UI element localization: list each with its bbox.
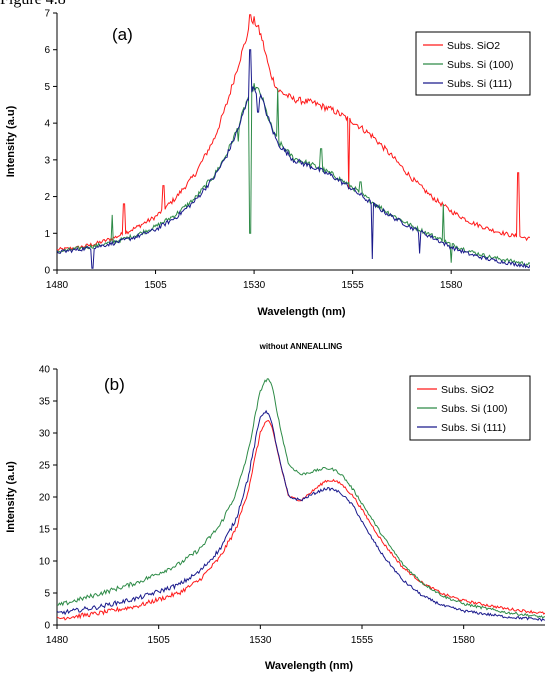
y-tick-label: 5: [44, 82, 50, 93]
chart-panel-b: without ANNEALLING 0 5 10 15 20 25 30 35 40 1480 15…: [5, 342, 545, 672]
x-axis-label: Wavelength (nm): [257, 306, 346, 318]
y-tick-label: 40: [39, 365, 51, 376]
x-tick-label: 1530: [243, 280, 266, 291]
x-axis-label: Wavelength (nm): [265, 660, 354, 672]
panel-label: (b): [104, 375, 125, 394]
legend: Subs. SiO2 Subs. Si (100) Subs. Si (111): [415, 31, 531, 96]
x-tick-label: 1480: [46, 280, 69, 291]
y-tick-label: 5: [44, 589, 50, 600]
x-tick-label: 1555: [342, 280, 365, 291]
x-tick-label: 1505: [144, 280, 167, 291]
chart-panel-a: 0 1 2 3 4 5 6 7 1480 1505 1530 1555 1580 Wavelength (…: [5, 9, 531, 318]
x-tick-label: 1555: [351, 635, 374, 646]
y-tick-label: 25: [39, 461, 51, 472]
y-tick-label: 30: [39, 429, 51, 440]
y-tick-label: 35: [39, 397, 51, 408]
legend-entry: Subs. Si (111): [441, 422, 506, 434]
y-tick-label: 4: [44, 119, 50, 130]
x-tick-label: 1480: [46, 635, 69, 646]
x-tick-label: 1505: [148, 635, 171, 646]
panel-label: (a): [112, 25, 133, 44]
legend-box: [415, 31, 531, 96]
y-tick-label: 0: [44, 621, 50, 632]
series-line-1: [57, 14, 530, 252]
x-tick-label: 1580: [453, 635, 476, 646]
y-tick-label: 0: [44, 266, 50, 277]
y-tick-label: 7: [44, 9, 50, 20]
chart-title: without ANNEALLING: [259, 342, 343, 351]
legend: Subs. SiO2 Subs. Si (100) Subs. Si (111): [409, 375, 531, 441]
series-line-1: [57, 420, 545, 621]
series-line-3: [57, 49, 530, 269]
legend-entry: Subs. Si (111): [447, 78, 512, 90]
x-tick-label: 1580: [440, 280, 463, 291]
legend-entry: Subs. Si (100): [441, 403, 508, 415]
y-tick-label: 15: [39, 525, 51, 536]
series-line-2: [57, 378, 545, 619]
figure-caption: Figure 4.8: [0, 0, 66, 9]
series-line-3: [57, 409, 545, 622]
y-tick-label: 1: [44, 229, 50, 240]
y-tick-label: 10: [39, 557, 51, 568]
y-tick-label: 3: [44, 155, 50, 166]
legend-entry: Subs. SiO2: [447, 40, 500, 52]
y-tick-label: 2: [44, 192, 50, 203]
y-tick-label: 6: [44, 45, 50, 56]
legend-entry: Subs. SiO2: [441, 384, 494, 396]
x-tick-label: 1530: [249, 635, 272, 646]
y-tick-label: 20: [39, 493, 51, 504]
legend-entry: Subs. Si (100): [447, 59, 514, 71]
y-axis-label: Intensity (a.u): [5, 461, 17, 533]
y-axis-label: Intensity (a.u): [5, 105, 17, 177]
